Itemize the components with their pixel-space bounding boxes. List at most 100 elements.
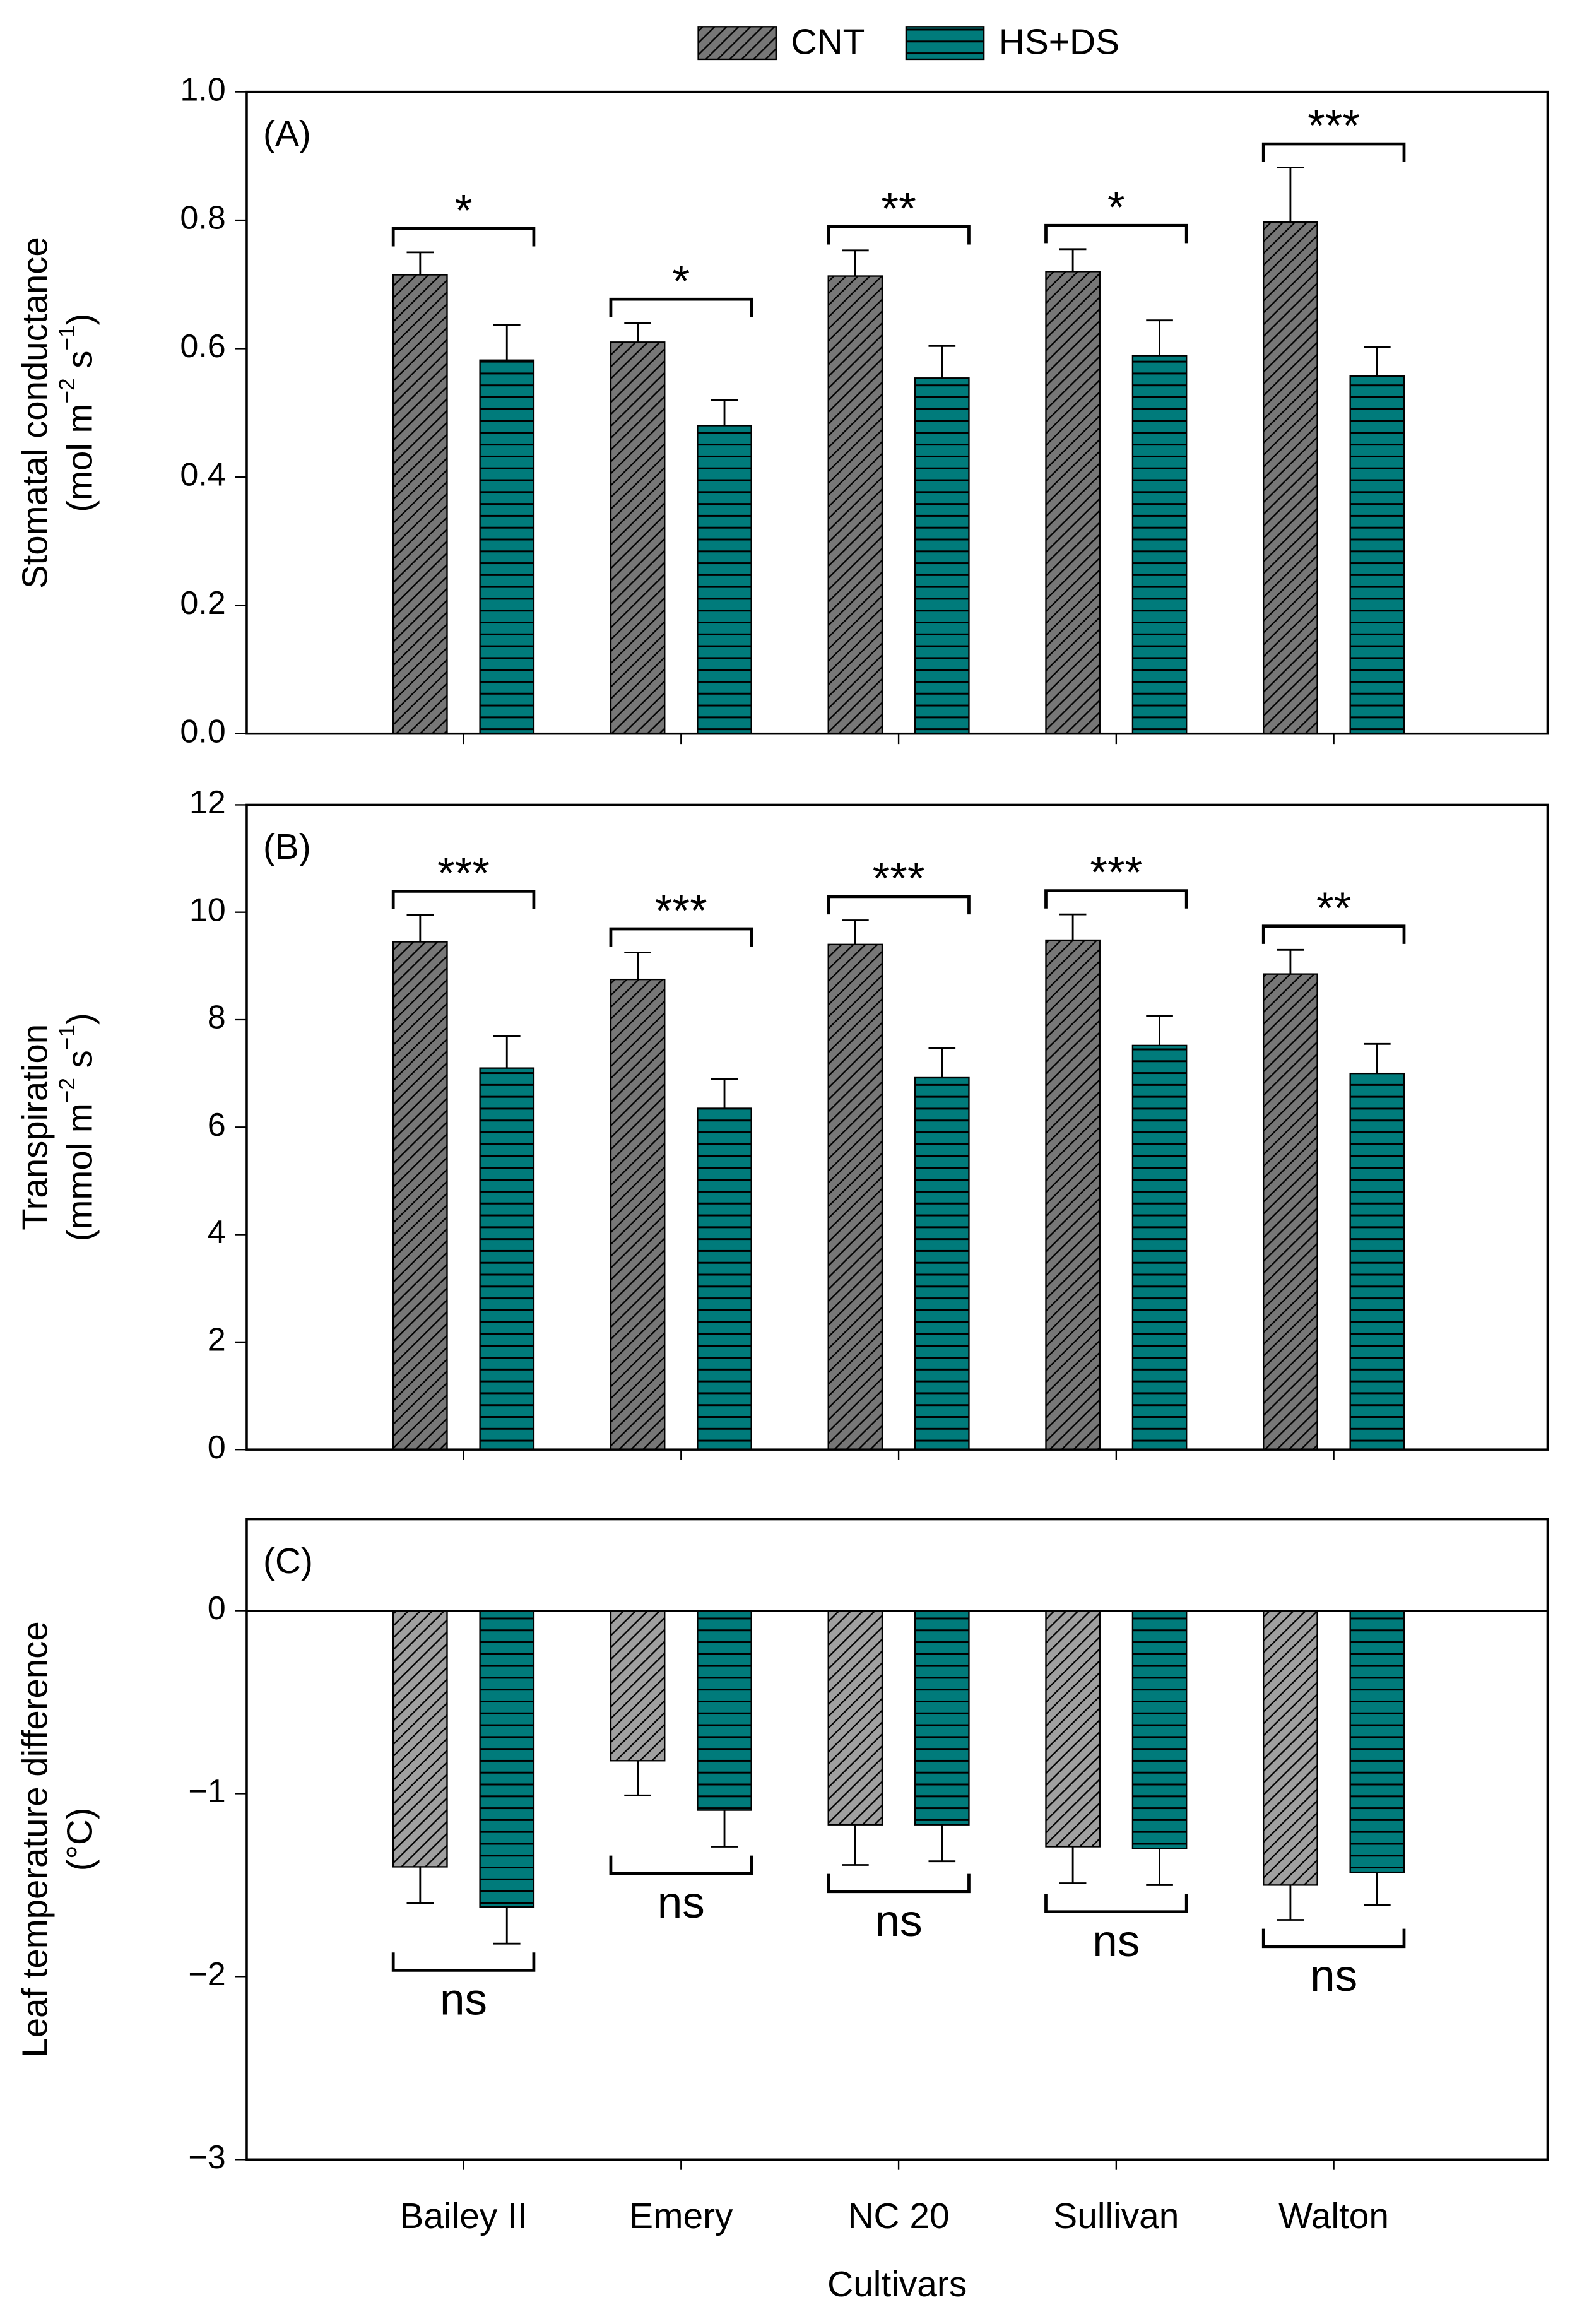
y-tick-label: 0.8 — [180, 199, 225, 236]
superscript: −2 — [55, 378, 80, 403]
bar — [1263, 221, 1318, 734]
bar — [827, 943, 883, 1451]
bar — [392, 274, 448, 734]
y-axis-label-line: Stomatal conductance — [15, 237, 54, 589]
y-tick-label: 10 — [189, 892, 226, 928]
y-axis-label: Leaf temperature difference (°C) — [15, 1621, 99, 2057]
bar — [1131, 1044, 1188, 1451]
y-tick-label: 0.4 — [180, 456, 225, 493]
significance-bracket — [609, 1855, 753, 1875]
significance-bracket — [1261, 142, 1406, 162]
significance-bracket — [1261, 1928, 1406, 1949]
x-tick-label: Sullivan — [1053, 2196, 1179, 2236]
significance-label: *** — [437, 848, 490, 898]
significance-label: ns — [440, 1974, 487, 2024]
bar — [610, 978, 666, 1451]
significance-label: *** — [655, 885, 707, 935]
significance-bracket — [609, 927, 753, 947]
bar — [392, 941, 448, 1451]
y-axis-label-part: ) — [59, 314, 99, 326]
significance-bracket — [391, 1952, 536, 1972]
y-tick-label: 0.2 — [180, 584, 225, 621]
y-tick-label: 0.6 — [180, 327, 225, 364]
significance-bracket — [827, 895, 971, 915]
y-tick-label: −3 — [188, 2138, 225, 2175]
y-tick-label: 1.0 — [180, 71, 225, 107]
significance-bracket — [1044, 889, 1188, 909]
significance-label: ** — [881, 184, 916, 233]
bar — [1263, 973, 1318, 1451]
bar — [1131, 355, 1188, 734]
significance-bracket — [609, 297, 753, 317]
bar — [610, 341, 666, 734]
significance-bracket — [391, 227, 536, 247]
legend-label: CNT — [791, 22, 865, 62]
y-axis-label-part: (mol m — [59, 404, 99, 512]
bar — [827, 275, 883, 734]
bar — [827, 1610, 883, 1826]
bar — [1263, 1610, 1318, 1886]
bar — [479, 1610, 535, 1908]
y-tick-label: 6 — [208, 1106, 226, 1143]
y-tick-label: 0.0 — [180, 713, 225, 750]
bar — [1131, 1610, 1188, 1849]
significance-label: * — [672, 256, 690, 306]
x-tick-label: Walton — [1278, 2196, 1389, 2236]
legend-swatch — [905, 26, 985, 61]
bar — [1045, 1610, 1101, 1848]
bar — [1349, 1072, 1405, 1451]
bar — [479, 1067, 535, 1451]
y-axis-label-line: Transpiration — [15, 1024, 54, 1230]
y-axis-label: Transpiration (mmol m−2 s−1) — [15, 1013, 99, 1241]
plot-frame — [245, 1518, 1549, 2161]
significance-label: ** — [1316, 883, 1351, 933]
bar — [914, 1610, 970, 1826]
plot-frame — [245, 803, 1549, 1451]
significance-label: * — [455, 186, 473, 235]
bar — [610, 1610, 666, 1762]
y-axis-label-part: s — [59, 1050, 99, 1078]
significance-label: * — [1107, 182, 1125, 232]
significance-label: *** — [1307, 100, 1360, 150]
significance-label: ns — [658, 1877, 705, 1927]
y-axis-label-part: (mmol m — [59, 1103, 99, 1241]
bar — [1045, 271, 1101, 734]
bar — [697, 1610, 752, 1811]
significance-label: *** — [873, 853, 925, 903]
bar — [697, 1107, 752, 1451]
significance-bracket — [1044, 223, 1188, 244]
y-tick-label: 4 — [208, 1213, 226, 1250]
x-tick-label: Emery — [629, 2196, 733, 2236]
y-tick-label: 12 — [189, 784, 226, 820]
y-axis-label: Stomatal conductance (mol m−2 s−1) — [15, 237, 99, 589]
significance-bracket — [827, 1873, 971, 1894]
y-axis-label-part: ) — [59, 1013, 99, 1025]
bar — [1349, 375, 1405, 734]
superscript: −1 — [55, 1025, 80, 1050]
y-tick-label: 8 — [208, 999, 226, 1035]
panel-label: (B) — [263, 827, 311, 866]
y-tick-label: 2 — [208, 1321, 226, 1358]
significance-label: ns — [1092, 1916, 1140, 1966]
superscript: −1 — [55, 325, 80, 350]
superscript: −2 — [55, 1078, 80, 1103]
legend-label: HS+DS — [999, 22, 1119, 62]
significance-label: ns — [875, 1896, 923, 1945]
x-axis-label: Cultivars — [827, 2264, 967, 2304]
significance-bracket — [827, 225, 971, 245]
significance-label: ns — [1310, 1950, 1357, 2000]
bar — [697, 425, 752, 734]
y-tick-label: 0 — [208, 1590, 226, 1626]
panel-label: (C) — [263, 1541, 313, 1581]
y-axis-label-line: Leaf temperature difference — [15, 1621, 54, 2057]
bar — [1045, 939, 1101, 1451]
y-tick-label: 0 — [208, 1429, 226, 1465]
significance-label: *** — [1090, 847, 1142, 897]
x-tick-label: Bailey II — [399, 2196, 527, 2236]
panel-label: (A) — [263, 114, 311, 153]
significance-bracket — [391, 890, 536, 909]
bar — [1349, 1610, 1405, 1873]
legend-swatch — [697, 26, 777, 61]
y-tick-label: −2 — [188, 1955, 225, 1992]
